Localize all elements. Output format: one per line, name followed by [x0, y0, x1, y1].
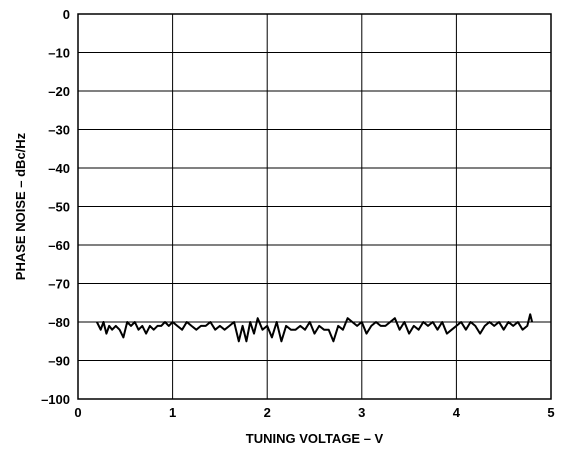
series-line [96, 313, 534, 343]
y-tick-label: –10 [48, 46, 70, 61]
x-tick-labels: 0 1 2 3 4 5 [74, 405, 554, 420]
y-tick-label: –60 [48, 238, 70, 253]
plot-frame [77, 13, 552, 400]
y-tick-label: –70 [48, 277, 70, 292]
x-axis-label: TUNING VOLTAGE – V [246, 431, 384, 446]
x-tick-label: 4 [453, 405, 461, 420]
series-layer [96, 313, 534, 343]
y-tick-label: 0 [63, 7, 70, 22]
x-tick-label: 0 [74, 405, 81, 420]
y-axis-label: PHASE NOISE – dBc/Hz [13, 132, 28, 280]
x-tick-label: 5 [547, 405, 554, 420]
grid-lines [77, 13, 552, 400]
x-tick-label: 2 [264, 405, 271, 420]
y-tick-label: –40 [48, 161, 70, 176]
y-tick-label: –20 [48, 84, 70, 99]
y-tick-label: –30 [48, 123, 70, 138]
y-tick-label: –90 [48, 354, 70, 369]
y-tick-label: –80 [48, 315, 70, 330]
x-tick-label: 1 [169, 405, 176, 420]
y-tick-labels: 0 –10 –20 –30 –40 –50 –60 –70 –80 –90 –100 [41, 7, 70, 407]
y-tick-label: –100 [41, 392, 70, 407]
x-tick-label: 3 [358, 405, 365, 420]
y-tick-label: –50 [48, 200, 70, 215]
